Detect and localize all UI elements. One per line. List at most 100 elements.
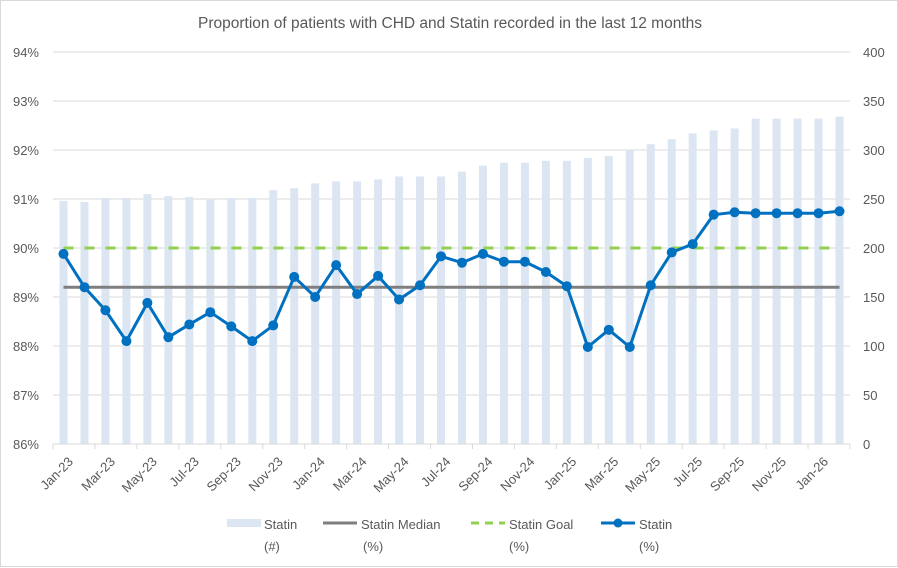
data-point-Apr-25 xyxy=(624,341,635,352)
bar-Nov-25 xyxy=(772,118,781,444)
bar-Jan-25 xyxy=(562,160,571,444)
data-point-Aug-25 xyxy=(708,209,719,220)
legend-label: Statin Median xyxy=(361,517,441,532)
data-point-Dec-23 xyxy=(289,271,300,282)
legend-item-statin-median: Statin Median (%) xyxy=(323,517,441,554)
data-point-Sep-25 xyxy=(729,207,740,218)
bar-Nov-23 xyxy=(269,190,278,444)
data-point-Feb-26 xyxy=(834,206,845,217)
data-point-Sep-23 xyxy=(226,321,237,332)
bar-May-23 xyxy=(143,194,152,444)
legend-bar-swatch xyxy=(227,519,261,527)
data-point-Oct-25 xyxy=(750,208,761,219)
y-left-tick-label: 91% xyxy=(13,192,39,207)
x-tick-label: Mar-23 xyxy=(78,454,118,494)
data-point-Feb-25 xyxy=(582,341,593,352)
statin-percent-series xyxy=(58,206,845,352)
y-left-tick-label: 90% xyxy=(13,241,39,256)
data-point-Jul-24 xyxy=(436,251,447,262)
bar-May-24 xyxy=(395,176,404,444)
bar-Jan-24 xyxy=(311,183,320,444)
data-point-Nov-23 xyxy=(268,320,279,331)
x-tick-label: Mar-24 xyxy=(330,454,370,494)
bar-Jun-24 xyxy=(416,176,425,444)
x-tick-label: Sep-23 xyxy=(204,454,244,494)
bar-Jun-23 xyxy=(164,196,173,444)
data-point-Mar-24 xyxy=(352,289,363,300)
bar-Jul-24 xyxy=(437,176,446,444)
bar-Apr-25 xyxy=(625,150,634,444)
data-point-May-24 xyxy=(394,294,405,305)
bar-Jan-23 xyxy=(59,200,68,444)
x-tick-label: Jan-24 xyxy=(289,454,328,493)
data-point-Jan-25 xyxy=(561,281,572,292)
y-right-tick-label: 300 xyxy=(863,143,885,158)
data-point-Sep-24 xyxy=(477,248,488,259)
x-tick-label: Jan-25 xyxy=(541,454,580,493)
bar-Sep-23 xyxy=(227,198,236,444)
data-point-May-23 xyxy=(142,297,153,308)
bar-Feb-25 xyxy=(583,157,592,444)
x-tick-label: May-25 xyxy=(622,454,663,495)
legend-label: Statin xyxy=(639,517,672,532)
legend-label: Statin Goal xyxy=(509,517,573,532)
legend-marker-swatch xyxy=(613,518,623,528)
legend-label: Statin xyxy=(264,517,297,532)
y-axis-left: 86% 87% 88% 89% 90% 91% 92% 93% 94% xyxy=(13,45,39,452)
bar-Sep-24 xyxy=(478,165,487,444)
y-left-tick-label: 87% xyxy=(13,388,39,403)
data-point-Feb-23 xyxy=(79,282,90,293)
data-point-Feb-24 xyxy=(331,260,342,271)
data-point-May-25 xyxy=(645,280,656,291)
data-point-Nov-24 xyxy=(519,256,530,267)
bar-Nov-24 xyxy=(520,162,529,445)
data-point-Jun-25 xyxy=(666,247,677,258)
bar-Feb-26 xyxy=(835,116,844,445)
y-left-tick-label: 93% xyxy=(13,94,39,109)
bar-Oct-24 xyxy=(499,162,508,445)
x-tick-label: Jan-26 xyxy=(792,454,831,493)
legend-sublabel: (#) xyxy=(264,539,280,554)
bar-Mar-24 xyxy=(353,181,362,445)
data-point-Jul-25 xyxy=(687,239,698,250)
y-right-tick-label: 200 xyxy=(863,241,885,256)
legend-sublabel: (%) xyxy=(639,539,659,554)
bar-Feb-24 xyxy=(332,181,341,445)
bar-Mar-25 xyxy=(604,155,613,444)
x-axis: Jan-23 Mar-23 May-23 Jul-23 Sep-23 Nov-23 Jan-… xyxy=(37,443,851,495)
y-right-tick-label: 50 xyxy=(863,388,877,403)
gridlines xyxy=(53,51,850,396)
data-point-Jan-23 xyxy=(58,248,69,259)
y-right-tick-label: 250 xyxy=(863,192,885,207)
bar-Oct-23 xyxy=(248,198,257,444)
data-point-Dec-25 xyxy=(792,208,803,219)
x-tick-label: Jan-23 xyxy=(37,454,76,493)
x-tick-label: May-24 xyxy=(370,454,411,495)
x-tick-label: Nov-25 xyxy=(749,454,789,494)
bar-Oct-25 xyxy=(751,118,760,444)
x-tick-label: Jul-23 xyxy=(166,454,202,490)
x-tick-label: Sep-24 xyxy=(455,454,495,494)
y-left-tick-label: 88% xyxy=(13,339,39,354)
y-left-tick-label: 94% xyxy=(13,45,39,60)
data-point-Jan-26 xyxy=(813,208,824,219)
data-point-Mar-25 xyxy=(603,324,614,335)
bar-Dec-24 xyxy=(541,160,550,444)
data-point-Oct-24 xyxy=(498,256,509,267)
y-left-tick-label: 89% xyxy=(13,290,39,305)
x-tick-label: May-23 xyxy=(119,454,160,495)
y-right-tick-label: 0 xyxy=(863,437,870,452)
x-tick-label: Mar-25 xyxy=(582,454,622,494)
bar-Jan-26 xyxy=(814,118,823,444)
legend-sublabel: (%) xyxy=(509,539,529,554)
data-point-Dec-24 xyxy=(540,267,551,278)
data-point-Aug-24 xyxy=(456,257,467,268)
data-point-Jun-23 xyxy=(163,332,174,343)
x-tick-label: Jul-25 xyxy=(670,454,706,490)
y-left-tick-label: 86% xyxy=(13,437,39,452)
y-right-tick-label: 400 xyxy=(863,45,885,60)
x-tick-label: Jul-24 xyxy=(418,454,454,490)
bar-Dec-25 xyxy=(793,118,802,444)
data-point-Apr-24 xyxy=(373,270,384,281)
